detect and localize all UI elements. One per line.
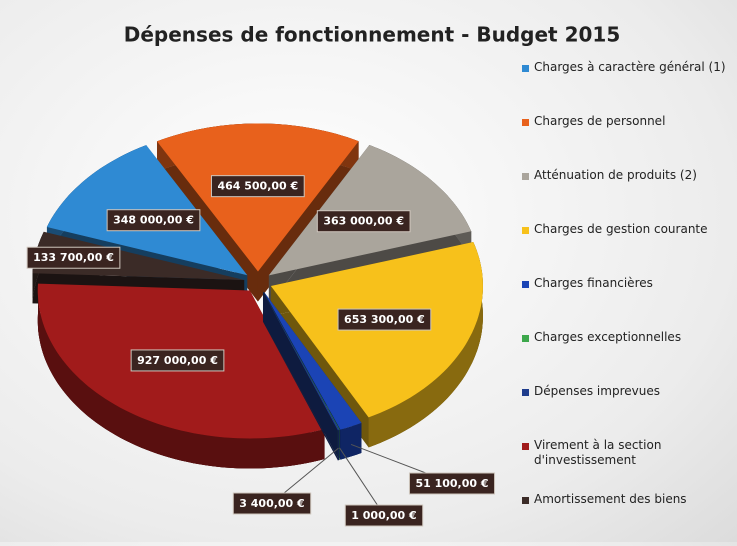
legend-swatch	[522, 389, 529, 396]
legend-label: Charges de personnel	[534, 114, 665, 128]
legend-label: Charges financières	[534, 276, 653, 290]
legend-item: Charges de personnel	[522, 114, 732, 168]
legend-swatch	[522, 497, 529, 504]
legend-label: Charges exceptionnelles	[534, 330, 681, 344]
data-label: 348 000,00 €	[113, 214, 194, 227]
legend-item: Charges financières	[522, 276, 732, 330]
data-label: 927 000,00 €	[137, 354, 218, 367]
legend-label: Amortissement des biens	[534, 492, 687, 506]
legend-label: Atténuation de produits (2)	[534, 168, 697, 182]
legend-label: Virement à la section d'investissement	[534, 438, 661, 467]
legend-swatch	[522, 65, 529, 72]
data-label: 653 300,00 €	[344, 313, 425, 326]
legend-swatch	[522, 443, 529, 450]
legend-item: Charges de gestion courante	[522, 222, 732, 276]
slice-rim	[338, 430, 339, 460]
data-label: 3 400,00 €	[239, 497, 304, 510]
legend-item: Virement à la section d'investissement	[522, 438, 732, 492]
legend-item: Charges à caractère général (1)	[522, 60, 732, 114]
legend-item: Atténuation de produits (2)	[522, 168, 732, 222]
legend: Charges à caractère général (1) Charges d…	[522, 60, 732, 546]
data-label: 51 100,00 €	[415, 477, 488, 490]
legend-swatch	[522, 227, 529, 234]
data-label: 133 700,00 €	[33, 251, 114, 264]
data-label: 363 000,00 €	[323, 215, 404, 228]
legend-swatch	[522, 281, 529, 288]
chart-title: Dépenses de fonctionnement - Budget 2015	[124, 23, 621, 47]
data-label: 464 500,00 €	[217, 180, 298, 193]
legend-label: Charges à caractère général (1)	[534, 60, 726, 74]
legend-label: Dépenses imprevues	[534, 384, 660, 398]
data-label: 1 000,00 €	[351, 509, 416, 522]
legend-swatch	[522, 173, 529, 180]
legend-swatch	[522, 335, 529, 342]
legend-swatch	[522, 119, 529, 126]
legend-item: Amortissement des biens	[522, 492, 732, 546]
legend-item: Charges exceptionnelles	[522, 330, 732, 384]
legend-label: Charges de gestion courante	[534, 222, 708, 236]
legend-item: Dépenses imprevues	[522, 384, 732, 438]
